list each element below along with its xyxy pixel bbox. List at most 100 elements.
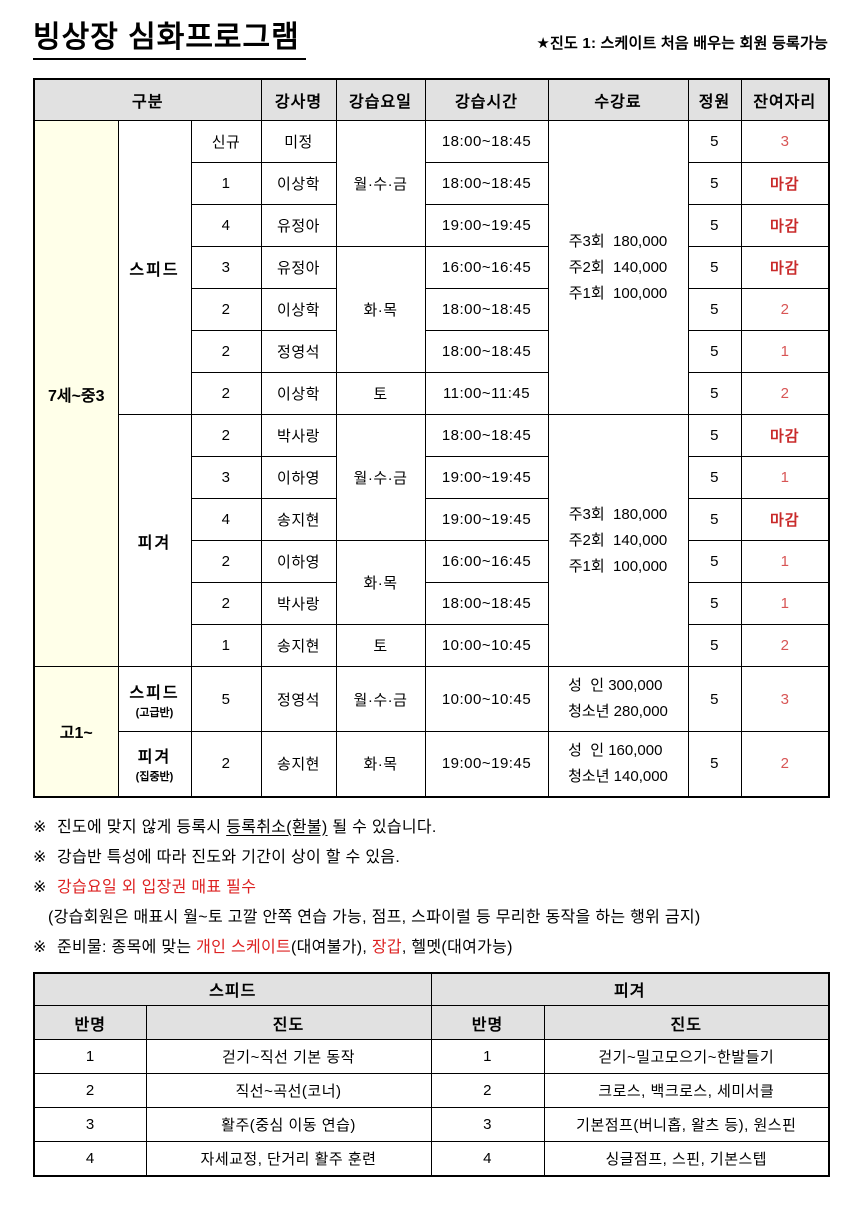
program-schedule-table: 구분 강사명 강습요일 강습시간 수강료 정원 잔여자리 7세~중3 스피드 신… — [33, 78, 830, 798]
instructor-cell: 미정 — [260, 120, 337, 163]
note-line: ※ 진도에 맞지 않게 등록시 등록취소(환불) 될 수 있습니다. — [33, 813, 828, 843]
remaining-cell: 3 — [740, 120, 830, 163]
level-cell: 2 — [190, 582, 262, 625]
capacity-cell: 5 — [687, 582, 742, 625]
table-row: 3 활주(중심 이동 연습) 3 기본점프(버니홉, 왈츠 등), 원스핀 — [33, 1107, 830, 1142]
level-cell: 4 — [190, 498, 262, 541]
table-row: 2 이하영 화·목 16:00~16:45 5 1 — [34, 540, 830, 625]
table-row: 2 직선~곡선(코너) 2 크로스, 백크로스, 세미서클 — [33, 1073, 830, 1108]
fee-cell: 주3회 180,000 주2회 140,000 주1회 100,000 — [547, 414, 689, 667]
table-row: 1 걷기~직선 기본 동작 1 걷기~밀고모으기~한발들기 — [33, 1039, 830, 1074]
class-cell: 3 — [430, 1107, 545, 1142]
age-group-cell: 7세~중3 — [33, 120, 119, 667]
category-cell: 스피드 (고급반) — [117, 666, 192, 732]
progress-subheader-row: 반명 진도 반명 진도 — [33, 1005, 830, 1040]
note-line: ※ 강습요일 외 입장권 매표 필수 — [33, 873, 828, 903]
time-cell: 11:00~11:45 — [424, 372, 549, 415]
note-marker: ※ — [33, 848, 47, 866]
capacity-cell: 5 — [687, 120, 742, 163]
time-cell: 18:00~18:45 — [424, 414, 549, 457]
category-label: 스피드 — [129, 261, 180, 279]
time-cell: 19:00~19:45 — [424, 731, 549, 797]
col-header-progress: 진도 — [145, 1005, 432, 1040]
notes-section: ※ 진도에 맞지 않게 등록시 등록취소(환불) 될 수 있습니다. ※ 강습반… — [33, 813, 828, 963]
capacity-cell: 5 — [687, 624, 742, 667]
level-cell: 1 — [190, 624, 262, 667]
note-text: 진도에 맞지 않게 등록시 등록취소(환불) 될 수 있습니다. — [57, 818, 437, 836]
progress-cell: 걷기~직선 기본 동작 — [145, 1039, 432, 1074]
remaining-cell: 마감 — [740, 498, 830, 541]
progress-title-figure: 피겨 — [430, 972, 830, 1006]
progress-cell: 걷기~밀고모으기~한발들기 — [543, 1039, 830, 1074]
note-marker: ※ — [33, 938, 47, 956]
instructor-cell: 박사랑 — [260, 582, 337, 625]
day-cell: 월·수·금 — [335, 120, 426, 247]
table-row: 4 자세교정, 단거리 활주 훈련 4 싱글점프, 스핀, 기본스텝 — [33, 1141, 830, 1176]
table-row: 피겨 (집중반) 2 송지현 화·목 19:00~19:45 성 인 160,0… — [34, 731, 830, 797]
progress-header-row: 스피드 피겨 — [33, 972, 830, 1006]
star-note: ★진도 1: 스케이트 처음 배우는 회원 등록가능 — [536, 35, 828, 52]
table-row: 고1~ 스피드 (고급반) 5 정영석 월·수·금 10:00~10:45 성 … — [33, 666, 830, 797]
level-cell: 5 — [190, 666, 262, 732]
capacity-cell: 5 — [687, 498, 742, 541]
class-cell: 3 — [33, 1107, 147, 1142]
col-header-day: 강습요일 — [335, 78, 426, 121]
table-row: 4 송지현 19:00~19:45 5 마감 — [34, 498, 830, 541]
level-cell: 2 — [190, 731, 262, 797]
col-header-fee: 수강료 — [547, 78, 689, 121]
time-cell: 18:00~18:45 — [424, 162, 549, 205]
note-text: 강습요일 외 입장권 매표 필수 — [57, 878, 257, 896]
class-cell: 1 — [430, 1039, 545, 1074]
note-text: 준비물: 종목에 맞는 개인 스케이트(대여불가), 장갑, 헬멧(대여가능) — [57, 938, 513, 956]
instructor-cell: 이상학 — [260, 288, 337, 331]
instructor-cell: 이하영 — [260, 540, 337, 583]
category-label: 스피드 — [129, 684, 180, 702]
age-group-cell: 고1~ — [33, 666, 119, 797]
class-cell: 1 — [33, 1039, 147, 1074]
fee-block: 주3회 180,000 주2회 140,000 주1회 100,000 — [568, 505, 668, 575]
progress-cell: 싱글점프, 스핀, 기본스텝 — [543, 1141, 830, 1176]
col-header-capacity: 정원 — [687, 78, 742, 121]
capacity-cell: 5 — [687, 330, 742, 373]
progress-cell: 기본점프(버니홉, 왈츠 등), 원스핀 — [543, 1107, 830, 1142]
capacity-cell: 5 — [687, 731, 742, 797]
remaining-cell: 마감 — [740, 162, 830, 205]
note-marker: ※ — [33, 878, 47, 896]
table-row: 1 송지현 토 10:00~10:45 5 2 — [34, 624, 830, 667]
category-cell: 피겨 (집중반) — [117, 731, 192, 797]
category-cell: 스피드 — [117, 120, 192, 415]
remaining-cell: 2 — [740, 731, 830, 797]
note-marker: ※ — [33, 818, 47, 836]
remaining-cell: 2 — [740, 288, 830, 331]
level-cell: 4 — [190, 204, 262, 247]
remaining-cell: 마감 — [740, 204, 830, 247]
capacity-cell: 5 — [687, 204, 742, 247]
note-line: (강습회원은 매표시 월~토 고깔 안쪽 연습 가능, 점프, 스파이럴 등 무… — [33, 903, 828, 933]
capacity-cell: 5 — [687, 162, 742, 205]
level-cell: 3 — [190, 456, 262, 499]
instructor-cell: 이하영 — [260, 456, 337, 499]
day-cell: 토 — [335, 372, 426, 415]
progress-cell: 활주(중심 이동 연습) — [145, 1107, 432, 1142]
progress-cell: 직선~곡선(코너) — [145, 1073, 432, 1108]
level-cell: 2 — [190, 540, 262, 583]
progress-title-speed: 스피드 — [33, 972, 432, 1006]
table-header-row: 구분 강사명 강습요일 강습시간 수강료 정원 잔여자리 — [33, 78, 830, 121]
page-title: 빙상장 심화프로그램 — [33, 21, 306, 60]
class-cell: 4 — [430, 1141, 545, 1176]
category-sublabel: (고급반) — [135, 706, 174, 719]
fee-cell: 주3회 180,000 주2회 140,000 주1회 100,000 — [547, 120, 689, 415]
day-cell: 월·수·금 — [335, 666, 426, 732]
category-label: 피겨 — [137, 534, 172, 552]
table-row: 피겨 2 박사랑 월·수·금 18:00~18:45 주3회 180,000 주… — [34, 414, 830, 667]
table-row: 2 이상학 18:00~18:45 5 2 — [34, 288, 830, 331]
page-header: 빙상장 심화프로그램 ★진도 1: 스케이트 처음 배우는 회원 등록가능 — [33, 14, 828, 60]
level-cell: 신규 — [190, 120, 262, 163]
fee-block: 주3회 180,000 주2회 140,000 주1회 100,000 — [568, 232, 668, 302]
instructor-cell: 박사랑 — [260, 414, 337, 457]
day-cell: 토 — [335, 624, 426, 667]
time-cell: 10:00~10:45 — [424, 624, 549, 667]
note-text: 강습반 특성에 따라 진도와 기간이 상이 할 수 있음. — [57, 848, 401, 866]
day-cell: 월·수·금 — [335, 414, 426, 541]
note-line: ※ 준비물: 종목에 맞는 개인 스케이트(대여불가), 장갑, 헬멧(대여가능… — [33, 933, 828, 963]
